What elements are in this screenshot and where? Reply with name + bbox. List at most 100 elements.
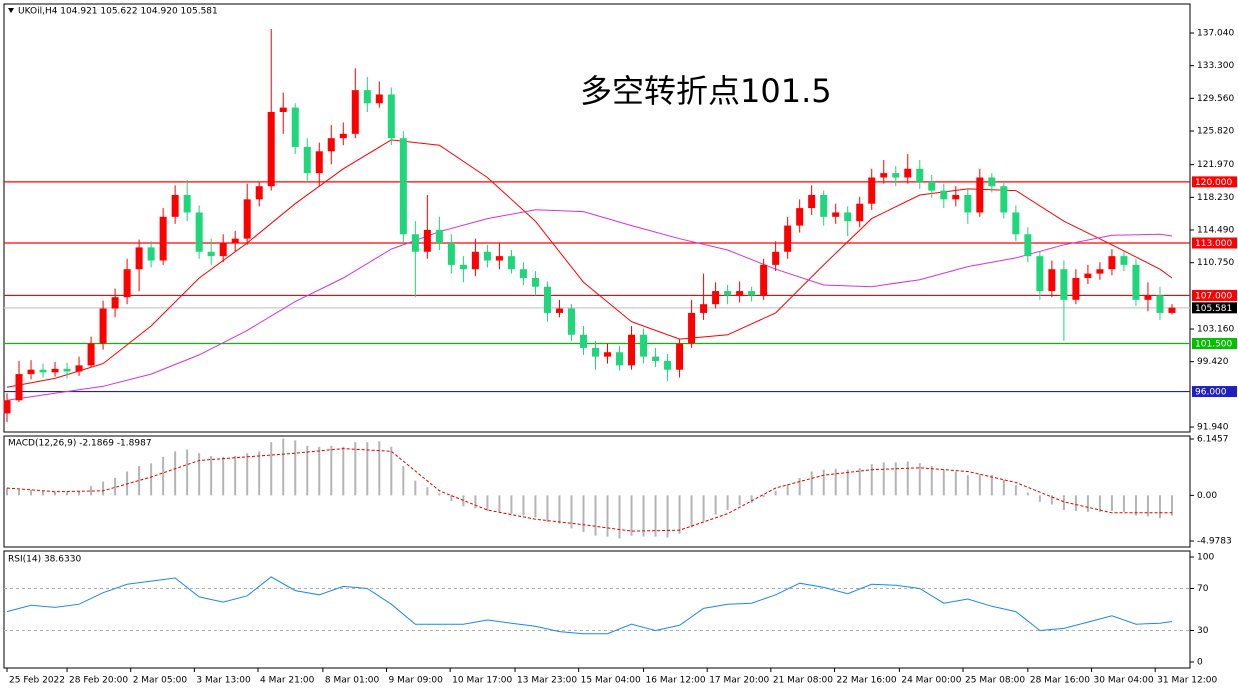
macd-panel [3,435,1191,548]
candle-body [579,334,587,348]
x-tick-label: 13 Mar 23:00 [517,676,577,686]
candle-body [832,212,840,217]
y-tick-label: 30 [1197,626,1209,636]
level-label: 107.000 [1195,291,1232,301]
candle-body [700,304,708,313]
candle-body [856,203,864,222]
candle-body [519,269,527,278]
candle-body [736,291,744,296]
rsi-panel [3,550,1191,669]
candle-body [27,369,35,375]
y-tick-label: 0.00 [1197,491,1217,501]
candle-body [63,368,71,372]
level-label: 120.000 [1195,178,1232,188]
x-tick-label: 28 Mar 16:00 [1030,676,1090,686]
candle-body [1168,307,1176,313]
candle-body [255,186,263,200]
candle-body [423,229,431,252]
candle-body [207,251,215,257]
candle-body [99,308,107,344]
candle-body [1084,273,1092,278]
candle-body [435,229,443,244]
candle-body [15,374,23,401]
x-tick-label: 2 Mar 05:00 [133,676,188,686]
y-tick-label: 91.940 [1197,423,1229,433]
candle-body [928,181,936,191]
candle-body [591,347,599,357]
candle-body [964,194,972,213]
signal-line [6,448,1172,532]
candle-body [820,194,828,217]
candle-body [543,286,551,313]
candle-body [916,168,924,182]
candle-body [892,173,900,178]
y-tick-label: 100 [1197,552,1214,562]
x-tick-label: 24 Mar 00:00 [901,676,961,686]
candle-body [1024,234,1032,257]
candle-body [3,400,11,414]
candle-body [676,343,684,370]
candle-body [351,90,359,134]
candle-body [111,297,119,309]
candle-body [1120,256,1128,265]
candle-body [796,208,804,226]
candle-body [1108,256,1116,270]
x-tick-label: 9 Mar 09:00 [389,676,444,686]
x-tick-label: 21 Mar 08:00 [773,676,833,686]
candle-body [808,194,816,209]
candle-body [303,146,311,174]
candle-body [772,251,780,265]
y-tick-label: 137.040 [1197,29,1234,39]
x-tick-label: 28 Feb 20:00 [69,676,128,686]
level-label-box [1192,386,1237,398]
candle-body [87,343,95,366]
candle-body [219,243,227,257]
candle-body [1132,264,1140,300]
y-tick-label: 118.230 [1197,193,1234,203]
main-panel [3,3,1191,433]
level-label: 101.500 [1195,339,1232,349]
y-tick-label: 129.560 [1197,94,1234,104]
candle-body [267,111,275,187]
chart-header: UKOil,H4 104.921 105.622 104.920 105.581 [18,7,218,17]
macd-header: MACD(12,26,9) -2.1869 -1.8987 [8,439,152,449]
rsi-line [6,576,1173,635]
candle-body [471,251,479,270]
candle-body [724,291,732,296]
candle-body [1000,186,1008,213]
candle-body [171,194,179,217]
candle-body [555,308,563,313]
y-tick-label: 6.1457 [1197,435,1229,445]
candle-body [940,190,948,200]
candle-body [784,225,792,252]
moving-average [6,139,1173,388]
candle-body [231,238,239,244]
candle-body [1096,269,1104,274]
candle-body [495,256,503,261]
candle-body [616,352,624,366]
level-label-box [1192,302,1237,314]
level-label: 113.000 [1195,239,1232,249]
candle-body [868,177,876,204]
candle-body [760,264,768,296]
candle-body [664,360,672,370]
candle-body [640,334,648,357]
x-tick-label: 16 Mar 12:00 [646,676,706,686]
candle-body [748,291,756,296]
candle-body [183,194,191,213]
candle-body [604,352,612,357]
candle-body [952,194,960,200]
y-tick-label: 110.750 [1197,258,1234,268]
candle-body [147,247,155,261]
rsi-header: RSI(14) 38.6330 [8,555,81,565]
y-tick-label: 121.970 [1197,160,1234,170]
annotation: 多空转折点101.5 [580,72,832,110]
symbol-marker [8,8,14,13]
candle-body [459,264,467,270]
candle-body [844,212,852,222]
candle-body [327,138,335,152]
candle-body [1072,277,1080,300]
x-tick-label: 8 Mar 01:00 [325,676,380,686]
candle-body [135,247,143,270]
